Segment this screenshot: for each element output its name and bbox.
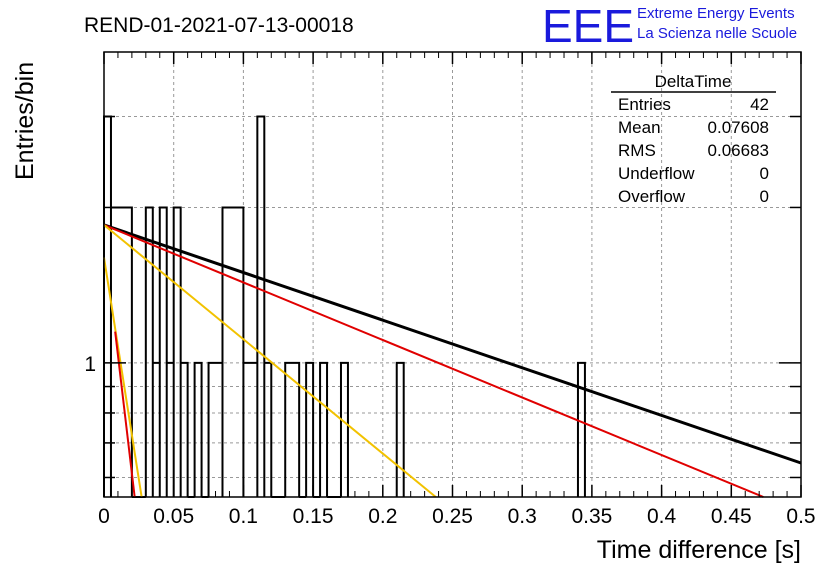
x-tick-label: 0.15: [293, 505, 334, 528]
stats-label: Underflow: [618, 164, 695, 183]
logo-line1: Extreme Energy Events: [637, 5, 795, 22]
x-tick-label: 0.45: [711, 505, 752, 528]
stats-value: 0.06683: [708, 141, 769, 160]
stats-value: 0: [760, 187, 769, 206]
stats-label: Mean: [618, 118, 661, 137]
x-tick-label: 0.5: [786, 505, 815, 528]
logo-mark: EEE: [542, 0, 634, 52]
plot-area: 0 0.05 0.1 0.15 0.2 0.25 0.3 0.35 0.4 0.45 0.5 1: [84, 51, 816, 528]
stats-name: DeltaTime: [655, 72, 732, 91]
x-axis-title: Time difference [s]: [597, 536, 801, 564]
fit-line-2: [103, 224, 437, 498]
x-tick-label: 0.2: [368, 505, 397, 528]
y-axis-title: Entries/bin: [11, 62, 39, 180]
y-tick-label: 1: [84, 353, 96, 376]
logo-line2: La Scienza nelle Scuole: [637, 25, 797, 42]
stats-value: 42: [750, 95, 769, 114]
stats-label: Overflow: [618, 187, 686, 206]
x-tick-label: 0.4: [647, 505, 677, 528]
eee-logo: EEE Extreme Energy Events La Scienza nel…: [542, 0, 797, 52]
stats-value: 0: [760, 164, 769, 183]
x-tick-label: 0.3: [508, 505, 537, 528]
stats-box: DeltaTime Entries 42 Mean 0.07608 RMS 0.06683…: [611, 72, 776, 206]
fit-line-4: [114, 331, 136, 498]
stats-label: RMS: [618, 141, 656, 160]
fit-line-1: [103, 224, 764, 498]
chart-title: REND-01-2021-07-13-00018: [84, 14, 354, 37]
x-tick-label: 0.35: [571, 505, 612, 528]
x-tick-label: 0.05: [153, 505, 194, 528]
stats-value: 0.07608: [708, 118, 769, 137]
x-tick-label: 0.25: [432, 505, 473, 528]
fit-line-0: [103, 223, 802, 465]
stats-label: Entries: [618, 95, 671, 114]
x-tick-label: 0.1: [229, 505, 258, 528]
fit-line-3: [103, 257, 143, 498]
x-tick-label: 0: [98, 505, 110, 528]
